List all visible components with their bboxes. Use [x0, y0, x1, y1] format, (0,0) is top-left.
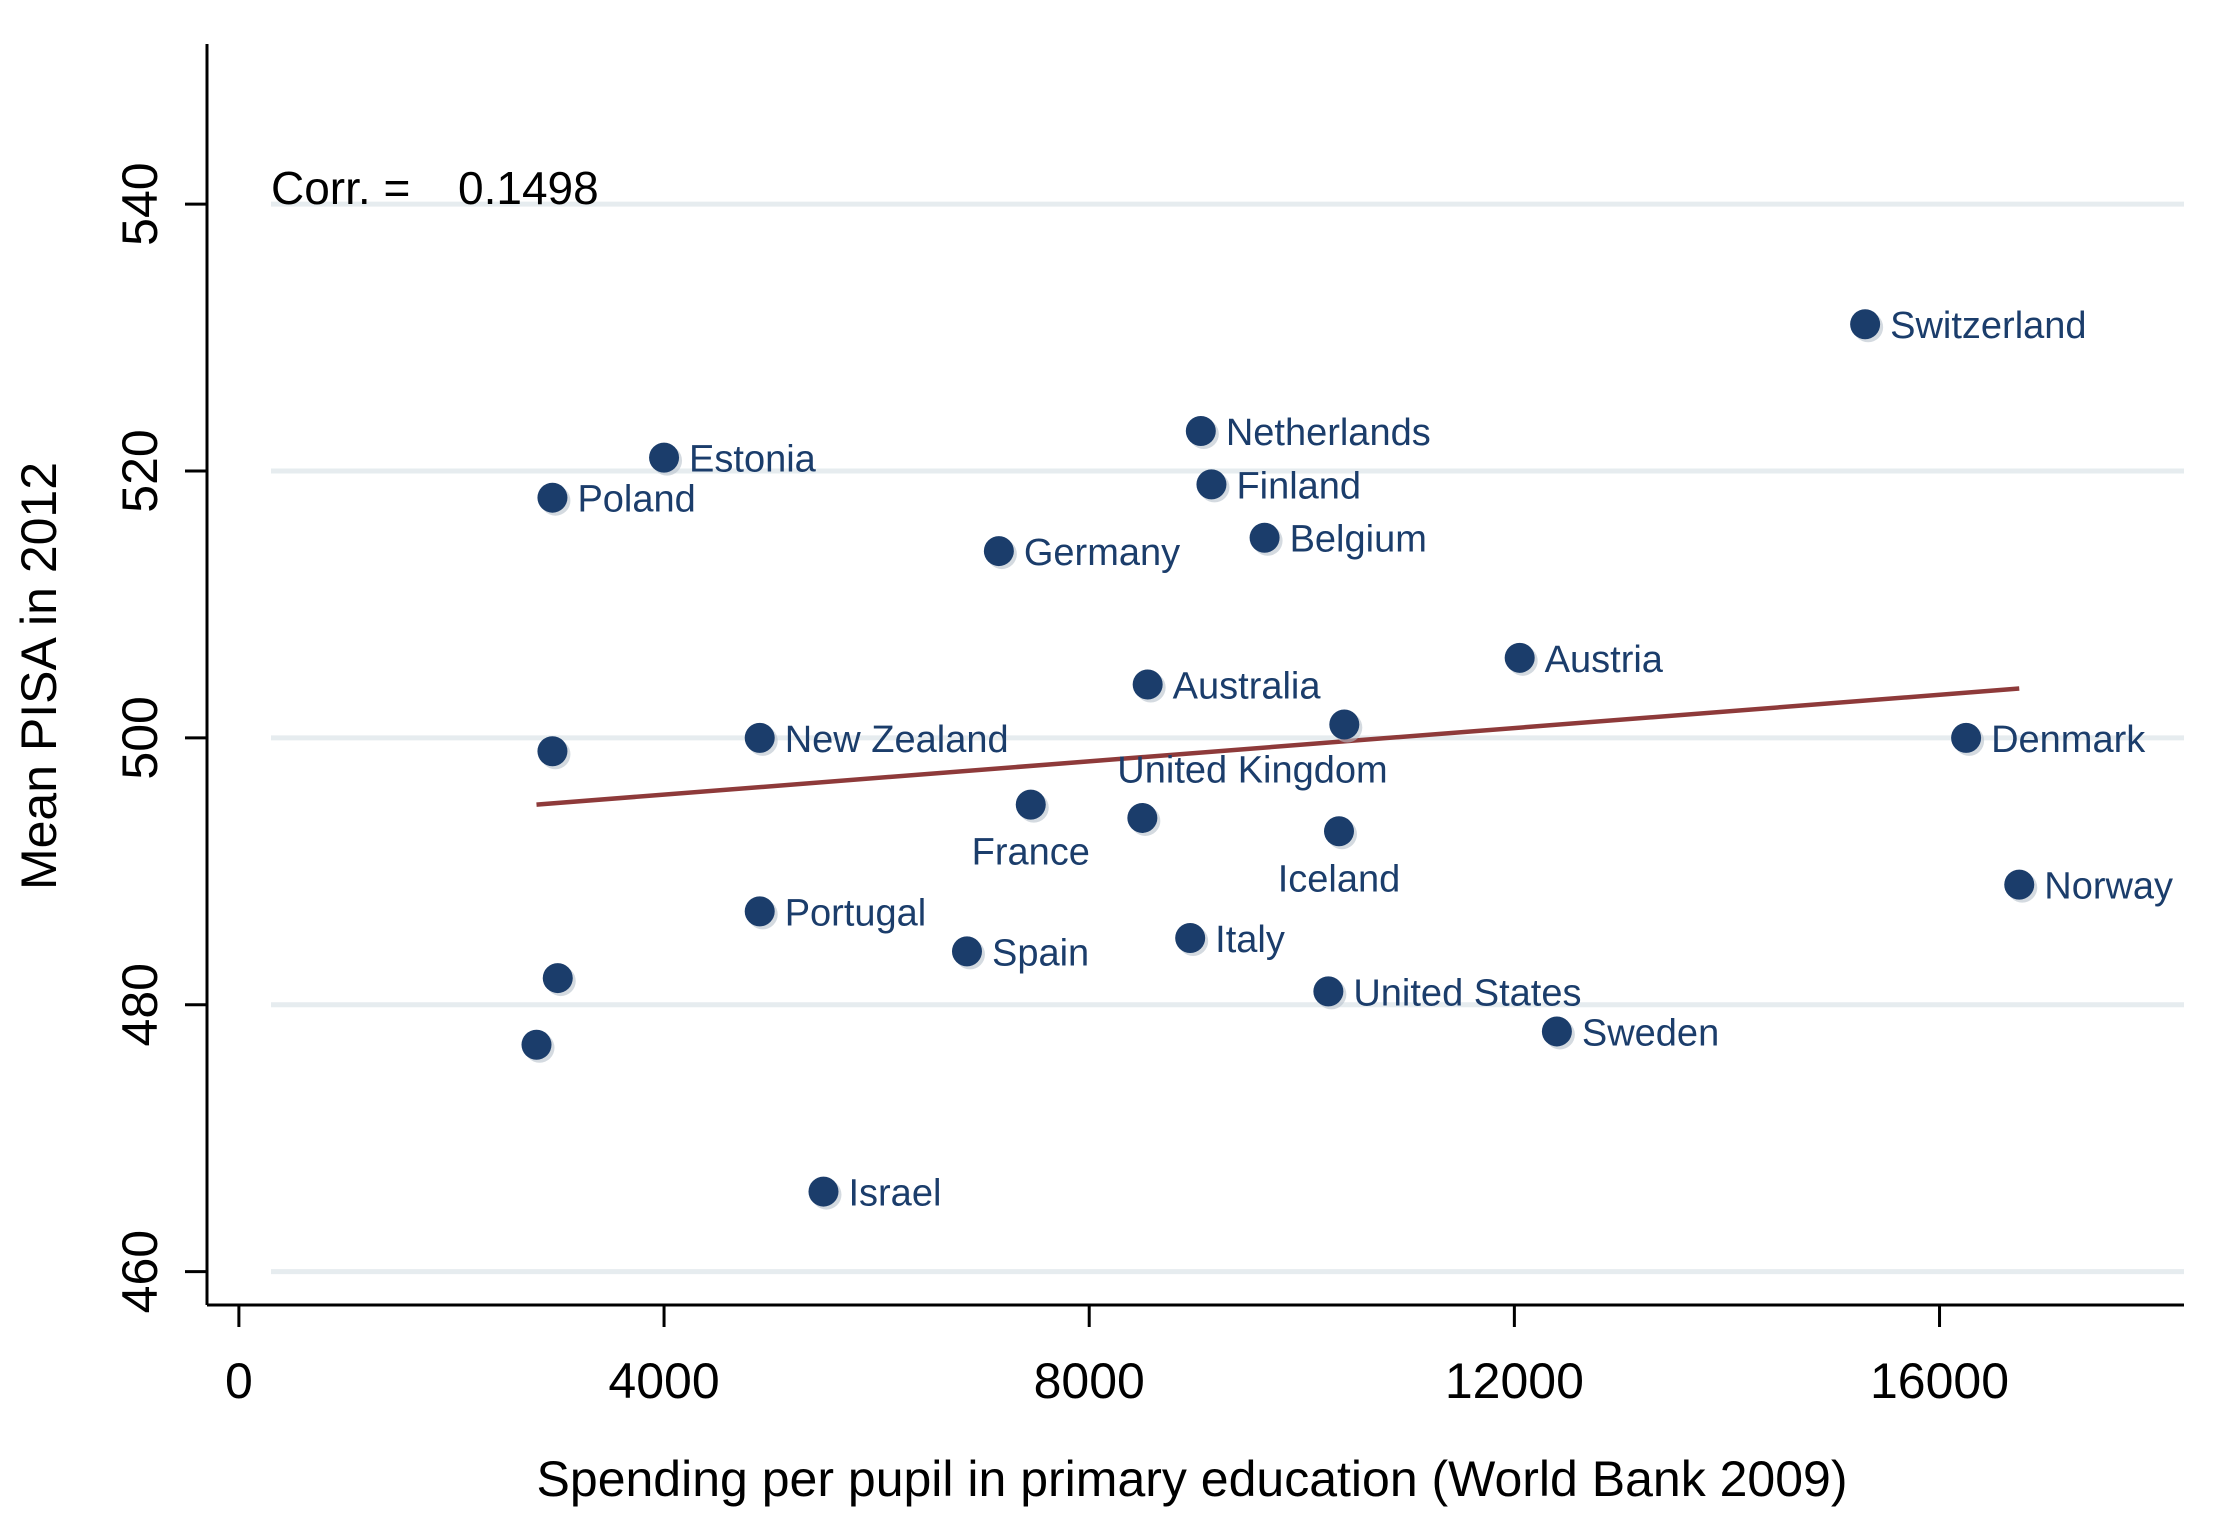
y-axis-title: Mean PISA in 2012 — [11, 462, 67, 890]
ticks: 460 480 500 520 540 0 4000 8000 12000 16000 — [112, 162, 2009, 1409]
point-australia — [1132, 669, 1163, 700]
label-france: France — [972, 832, 1090, 874]
corr-value: 0.1498 — [458, 162, 599, 214]
x-tick-label-12000: 12000 — [1445, 1353, 1584, 1409]
label-israel: Israel — [848, 1173, 941, 1215]
label-italy: Italy — [1215, 919, 1285, 961]
point-unlabeled-20 — [542, 963, 573, 994]
x-tick-label-8000: 8000 — [1034, 1353, 1145, 1409]
point-unlabeled-12 — [537, 736, 568, 767]
label-norway: Norway — [2044, 866, 2173, 908]
point-finland — [1196, 469, 1227, 500]
label-austria: Austria — [1545, 639, 1664, 681]
point-spain — [951, 936, 982, 967]
point-iceland — [1323, 816, 1354, 847]
point-italy — [1175, 923, 1206, 954]
point-israel — [808, 1176, 839, 1207]
label-switzerland: Switzerland — [1890, 305, 2086, 347]
data-points — [521, 309, 2038, 1210]
point-sweden — [1541, 1016, 1572, 1047]
point-netherlands — [1185, 415, 1216, 446]
label-poland: Poland — [577, 479, 695, 521]
y-tick-label-480: 480 — [112, 963, 168, 1046]
point-labels: Switzerland Netherlands Estonia Finland Pola… — [577, 305, 2173, 1214]
point-united-states — [1313, 976, 1344, 1007]
label-sweden: Sweden — [1582, 1012, 1719, 1054]
label-new-zealand: New Zealand — [785, 719, 1009, 761]
label-netherlands: Netherlands — [1226, 412, 1431, 454]
y-tick-label-540: 540 — [112, 162, 168, 245]
y-tick-label-460: 460 — [112, 1230, 168, 1313]
label-portugal: Portugal — [785, 892, 927, 934]
point-denmark — [1951, 722, 1982, 753]
corr-label: Corr. = — [271, 162, 410, 214]
x-tick-label-0: 0 — [225, 1353, 253, 1409]
point-unlabeled-14 — [1127, 802, 1158, 833]
y-tick-label-500: 500 — [112, 696, 168, 779]
fit-line-layer — [536, 686, 2020, 807]
label-iceland: Iceland — [1278, 858, 1401, 900]
x-axis-title: Spending per pupil in primary education … — [537, 1451, 1848, 1507]
point-estonia — [649, 442, 680, 473]
point-france — [1015, 789, 1046, 820]
label-australia: Australia — [1173, 666, 1322, 708]
y-tick-label-520: 520 — [112, 429, 168, 512]
x-tick-label-16000: 16000 — [1870, 1353, 2009, 1409]
label-germany: Germany — [1024, 532, 1180, 574]
point-poland — [537, 482, 568, 513]
point-norway — [2004, 869, 2035, 900]
label-estonia: Estonia — [689, 439, 817, 481]
fit-line — [536, 686, 2020, 807]
point-belgium — [1249, 522, 1280, 553]
point-austria — [1504, 642, 1535, 673]
label-united-states: United States — [1353, 972, 1581, 1014]
point-portugal — [744, 896, 775, 927]
point-united-kingdom — [1329, 709, 1360, 740]
point-unlabeled-23 — [521, 1029, 552, 1060]
point-germany — [983, 536, 1014, 567]
label-united-kingdom: United Kingdom — [1117, 750, 1387, 792]
label-finland: Finland — [1236, 465, 1361, 507]
label-denmark: Denmark — [1991, 719, 2146, 761]
point-new-zealand — [744, 722, 775, 753]
label-spain: Spain — [992, 932, 1089, 974]
gridlines — [271, 201, 2184, 1275]
axes — [205, 44, 2184, 1307]
label-belgium: Belgium — [1290, 519, 1427, 561]
point-switzerland — [1850, 309, 1881, 340]
x-tick-label-4000: 4000 — [608, 1353, 719, 1409]
